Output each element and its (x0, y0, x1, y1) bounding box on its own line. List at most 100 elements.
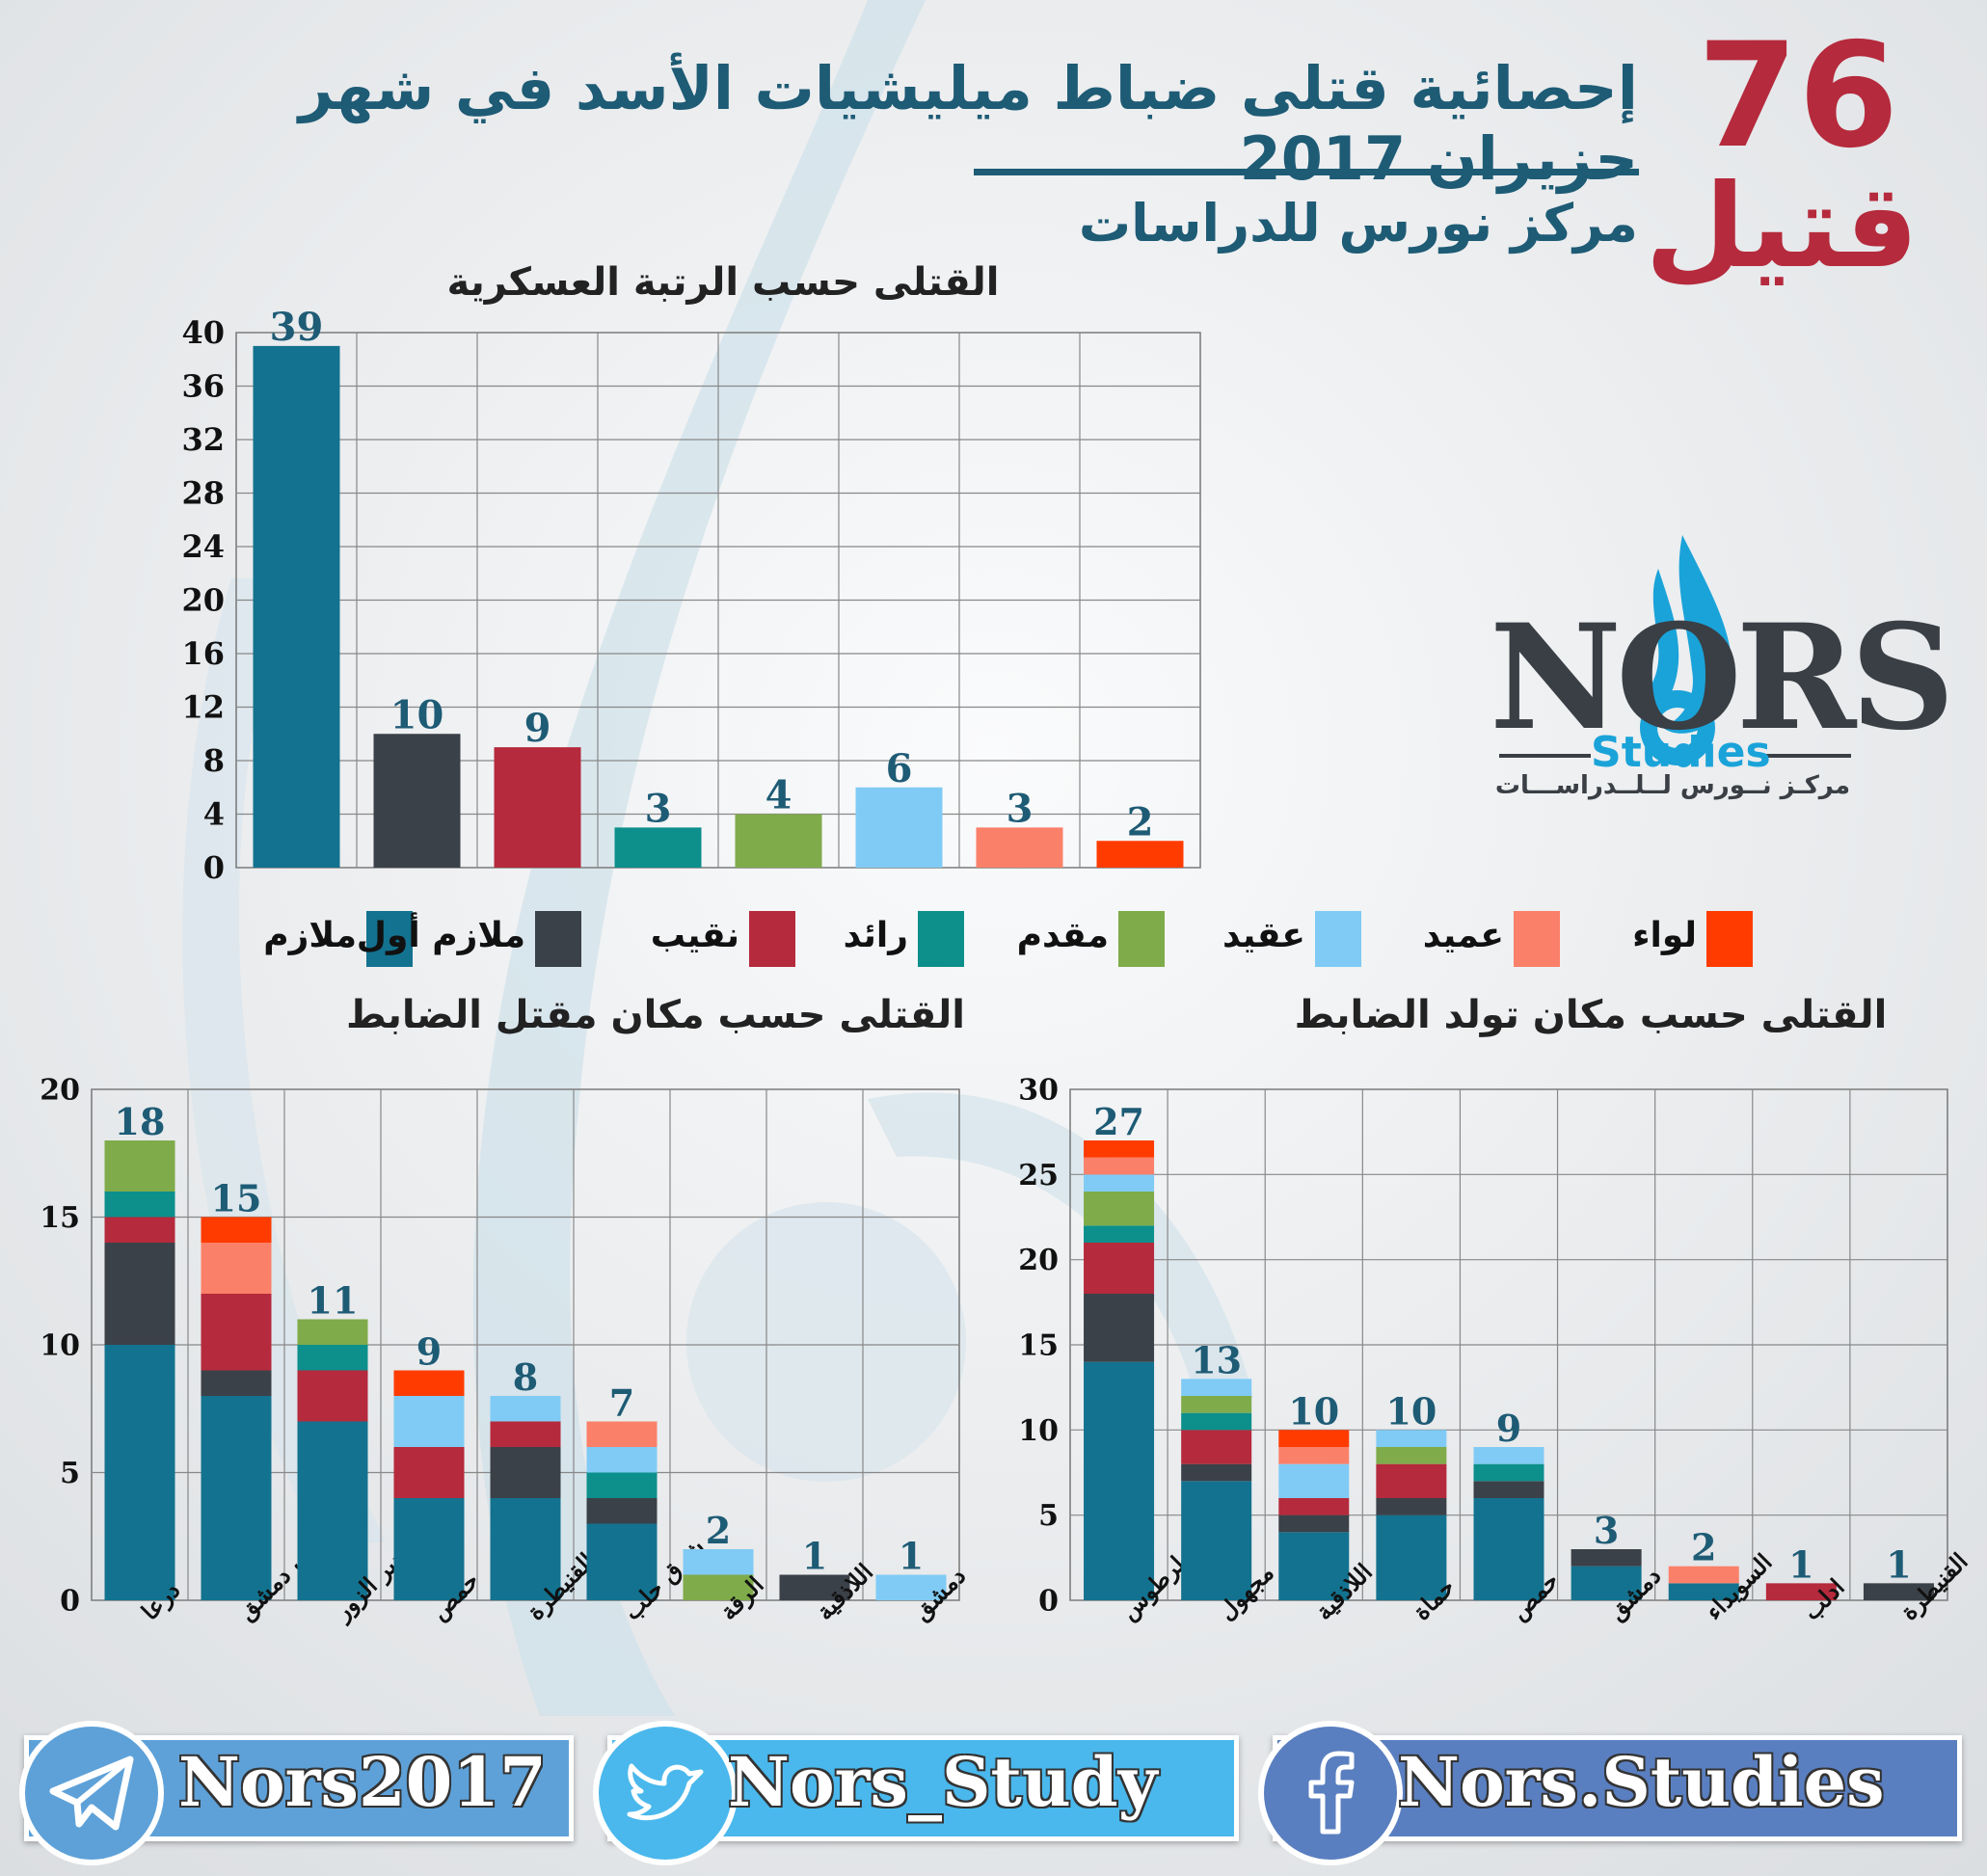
bar-segment (201, 1217, 272, 1243)
bar-segment (1084, 1192, 1155, 1226)
bar-segment (1278, 1498, 1350, 1515)
bar-value-label: 9 (524, 706, 551, 751)
y-tick-label: 40 (181, 314, 225, 351)
bar-segment (201, 1370, 272, 1396)
facebook-circle (1258, 1721, 1403, 1865)
y-tick-label: 5 (60, 1457, 80, 1490)
logo-studies: Studies (1591, 728, 1771, 777)
page-title: إحصائية قتلى ضباط ميليشيات الأسد في شهر … (298, 53, 1638, 194)
bar-value-label: 1 (899, 1535, 924, 1578)
bar-segment (104, 1345, 175, 1600)
bar-segment (1473, 1463, 1544, 1482)
logo-arabic: مركـز نــورس لــلــدراســـات (1494, 771, 1851, 800)
bar-segment (201, 1243, 272, 1294)
y-tick-label: 16 (181, 635, 225, 672)
bar (253, 345, 340, 868)
twitter-handle: Nors_Study (728, 1742, 1158, 1822)
bar-segment (1376, 1430, 1447, 1447)
bar-segment (683, 1574, 754, 1600)
y-tick-label: 5 (1038, 1499, 1059, 1533)
y-tick-label: 24 (181, 528, 225, 565)
bar-segment (683, 1549, 754, 1575)
bar-value-label: 9 (1496, 1407, 1521, 1450)
bar-segment (1278, 1447, 1350, 1464)
bar-value-label: 3 (645, 786, 672, 831)
y-tick-label: 4 (203, 796, 225, 833)
bar-segment (1278, 1514, 1350, 1533)
bar-segment (297, 1345, 368, 1371)
bar-segment (1765, 1583, 1837, 1600)
bar-value-label: 3 (1007, 786, 1034, 831)
bar-segment (1278, 1430, 1350, 1447)
bar-segment (1863, 1583, 1934, 1600)
bar-segment (1571, 1549, 1642, 1567)
bar-segment (1181, 1481, 1252, 1600)
y-tick-label: 0 (1038, 1585, 1059, 1619)
bar-segment (393, 1447, 465, 1498)
bar-value-label: 2 (1691, 1526, 1716, 1569)
place-killed-chart-title: القتلى حسب مكان مقتل الضابط (345, 993, 965, 1037)
logo-line-right (1759, 754, 1851, 758)
title-divider (974, 169, 1639, 175)
bar-segment (490, 1396, 561, 1422)
bar-segment (1084, 1157, 1155, 1175)
bar-segment (1181, 1412, 1252, 1431)
bar-segment (1376, 1498, 1447, 1515)
bar-value-label: 6 (886, 746, 913, 791)
bar-segment (779, 1574, 850, 1600)
y-tick-label: 0 (60, 1585, 80, 1619)
bar-value-label: 1 (1788, 1542, 1813, 1586)
y-tick-label: 32 (181, 421, 225, 458)
bar-segment (1668, 1583, 1739, 1600)
bar-segment (875, 1574, 947, 1600)
bar-segment (393, 1396, 465, 1447)
bar-value-label: 1 (1886, 1542, 1911, 1586)
bar-segment (1181, 1379, 1252, 1396)
bar-segment (104, 1243, 175, 1345)
y-tick-label: 15 (1018, 1329, 1059, 1363)
bar-segment (1473, 1481, 1544, 1498)
bar-segment (1473, 1498, 1544, 1600)
y-tick-label: 8 (203, 742, 225, 779)
y-tick-label: 10 (40, 1329, 80, 1363)
place-born-chart-title: القتلى حسب مكان تولد الضابط (1294, 993, 1888, 1037)
bar-segment (1376, 1463, 1447, 1498)
bar-segment (1084, 1294, 1155, 1362)
y-tick-label: 36 (181, 368, 225, 405)
y-tick-label: 25 (1018, 1159, 1059, 1193)
telegram-circle (19, 1721, 164, 1865)
bar-segment (201, 1396, 272, 1600)
bar-value-label: 13 (1191, 1338, 1242, 1381)
telegram-bar[interactable]: Nors2017 (19, 1721, 574, 1865)
bar (373, 734, 461, 868)
page-subtitle: مركز نورس للدراسات (1078, 193, 1638, 254)
bar-segment (1571, 1566, 1642, 1600)
bar-segment (1376, 1514, 1447, 1600)
bar-value-label: 2 (706, 1509, 731, 1552)
bar-segment (1181, 1430, 1252, 1464)
bar-value-label: 7 (609, 1381, 634, 1425)
bar-value-label: 2 (1127, 799, 1154, 844)
y-tick-label: 10 (1018, 1414, 1059, 1448)
bar-value-label: 1 (802, 1535, 827, 1578)
bar-value-label: 3 (1594, 1509, 1619, 1552)
total-count: 76 (1697, 13, 1899, 180)
bar-value-label: 18 (115, 1100, 166, 1143)
bar-segment (1668, 1566, 1739, 1584)
y-tick-label: 0 (203, 849, 225, 886)
bar-segment (297, 1370, 368, 1422)
y-tick-label: 20 (40, 1074, 80, 1108)
twitter-bar[interactable]: Nors_Study (593, 1721, 1239, 1865)
facebook-bar[interactable]: Nors.Studies (1258, 1721, 1962, 1865)
bar-value-label: 10 (390, 692, 444, 737)
bar-segment (1084, 1174, 1155, 1192)
y-tick-label: 12 (181, 689, 225, 726)
bar (494, 747, 581, 868)
facebook-handle: Nors.Studies (1398, 1742, 1885, 1822)
facebook-icon (1308, 1751, 1355, 1835)
bar-segment (1084, 1225, 1155, 1243)
y-tick-label: 20 (181, 582, 225, 619)
bar (614, 827, 702, 868)
